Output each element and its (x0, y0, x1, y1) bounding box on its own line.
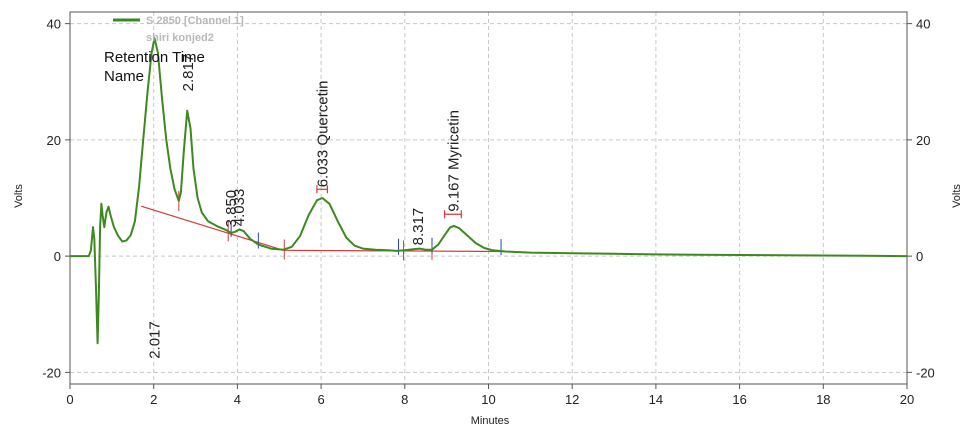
x-tick-label: 0 (66, 392, 73, 407)
legend: S 2850 [Channel 1] shiri konjed2 (113, 15, 244, 44)
series-lines (70, 37, 908, 345)
peak-label: 9.167 Myricetin (446, 110, 463, 212)
peak-label: 4.033 (231, 189, 248, 227)
y-axis-title-left: Volts (13, 184, 25, 208)
grid-lines (70, 12, 907, 384)
y-tick-label-left: 20 (47, 133, 61, 148)
x-tick-label: 8 (401, 392, 408, 407)
peak-label: 2.817 (180, 54, 197, 92)
integration-baseline (140, 205, 284, 251)
y-tick-label-right: 20 (916, 133, 930, 148)
legend-series-name: S 2850 [Channel 1] (146, 15, 244, 27)
x-tick-label: 18 (816, 392, 830, 407)
x-tick-label: 4 (234, 392, 241, 407)
x-tick-label: 12 (565, 392, 579, 407)
y-tick-label-right: 40 (916, 17, 930, 32)
peak-label: 6.033 Quercetin (315, 81, 332, 188)
x-tick-label: 16 (732, 392, 746, 407)
peak-label: 3.850 (223, 190, 240, 228)
x-tick-label: 20 (900, 392, 914, 407)
x-axis-title: Minutes (471, 415, 510, 427)
x-tick-label: 2 (150, 392, 157, 407)
header-name: Name (104, 68, 144, 85)
y-tick-label-left: 40 (47, 17, 61, 32)
x-tick-label: 6 (317, 392, 324, 407)
y-tick-label-right: 0 (916, 249, 923, 264)
header-retention-time: Retention Time (104, 49, 205, 66)
x-tick-label: 10 (481, 392, 495, 407)
y-axis-title-right: Volts (951, 184, 963, 208)
y-tick-label-right: -20 (916, 365, 935, 380)
peak-label: 8.317 (410, 208, 427, 246)
y-tick-label-left: 0 (54, 249, 61, 264)
series-line (70, 37, 908, 345)
legend-sample-name: shiri konjed2 (146, 32, 214, 44)
y-tick-label-left: -20 (42, 365, 61, 380)
x-tick-label: 14 (649, 392, 663, 407)
peak-label: 2.017 (146, 321, 163, 359)
